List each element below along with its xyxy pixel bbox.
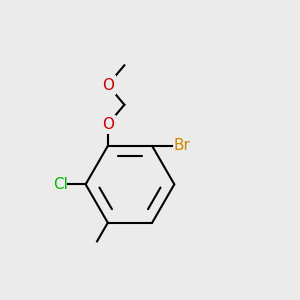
Text: O: O [102, 117, 114, 132]
Text: O: O [102, 77, 114, 92]
Text: Br: Br [173, 138, 190, 153]
Text: Cl: Cl [53, 177, 68, 192]
